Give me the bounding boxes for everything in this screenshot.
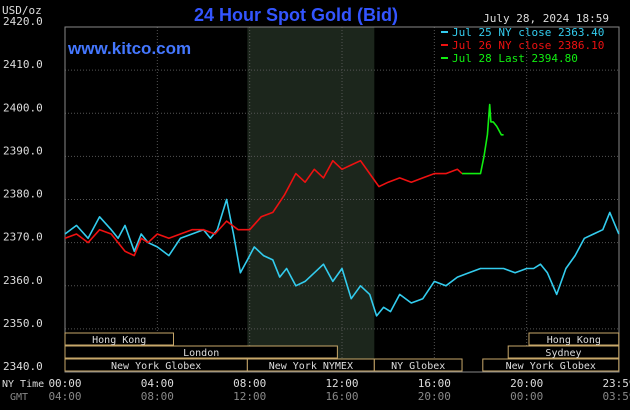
x-tick-label-gmt: 03:59 bbox=[602, 390, 630, 403]
legend-entry: Jul 26 NY close 2386.10 bbox=[452, 39, 604, 52]
x-tick-label-gmt: 20:00 bbox=[418, 390, 451, 403]
session-label: Sydney bbox=[545, 348, 581, 359]
gmt-row-label: GMT bbox=[10, 392, 28, 403]
x-tick-label-gmt: 00:00 bbox=[510, 390, 543, 403]
ny-time-row-label: NY Time bbox=[2, 379, 44, 390]
plot-frame bbox=[64, 26, 620, 373]
x-tick-label-ny: 20:00 bbox=[510, 377, 543, 390]
x-tick-label-ny: 23:59 bbox=[602, 377, 630, 390]
x-tick-label-gmt: 04:00 bbox=[48, 390, 81, 403]
x-tick-label-ny: 12:00 bbox=[325, 377, 358, 390]
market-sessions: Hong Kong London New York Globex New York N… bbox=[64, 332, 620, 372]
session-bar bbox=[373, 358, 463, 372]
y-tick-label: 2400.0 bbox=[3, 101, 43, 114]
y-tick-label: 2390.0 bbox=[3, 144, 43, 157]
series-layer bbox=[64, 103, 620, 317]
y-tick-label: 2370.0 bbox=[3, 231, 43, 244]
x-tick-label-ny: 16:00 bbox=[418, 377, 451, 390]
legend-entry: Jul 28 Last 2394.80 bbox=[452, 52, 578, 65]
session-label: NY Globex bbox=[391, 361, 445, 372]
series-line-2 bbox=[64, 159, 463, 257]
x-tick-label-ny: 08:00 bbox=[233, 377, 266, 390]
session-bar bbox=[64, 345, 338, 359]
y-tick-label: 2340.0 bbox=[3, 360, 43, 373]
y-tick-label: 2420.0 bbox=[3, 15, 43, 28]
session-label: New York NYMEX bbox=[269, 361, 353, 372]
session-label: London bbox=[183, 348, 219, 359]
x-tick-label-gmt: 08:00 bbox=[141, 390, 174, 403]
axes bbox=[64, 26, 620, 373]
session-label: Hong Kong bbox=[92, 335, 146, 346]
session-bar bbox=[507, 345, 620, 359]
legend-entry: Jul 25 NY close 2363.40 bbox=[452, 26, 604, 39]
kitco-watermark: www.kitco.com bbox=[67, 39, 191, 58]
session-label: New York Globex bbox=[506, 361, 596, 372]
x-tick-label-ny: 04:00 bbox=[141, 377, 174, 390]
session-bar bbox=[528, 332, 620, 346]
session-label: Hong Kong bbox=[547, 335, 601, 346]
session-bar bbox=[64, 332, 174, 346]
series-line-3 bbox=[462, 103, 504, 175]
chart-timestamp: July 28, 2024 18:59 bbox=[483, 12, 609, 25]
y-tick-label: 2380.0 bbox=[3, 188, 43, 201]
y-tick-label: 2350.0 bbox=[3, 317, 43, 330]
series-line-1 bbox=[64, 198, 620, 317]
session-label: New York Globex bbox=[111, 361, 201, 372]
x-tick-label-gmt: 12:00 bbox=[233, 390, 266, 403]
x-tick-label-ny: 00:00 bbox=[48, 377, 81, 390]
y-axis-unit-label: USD/oz bbox=[2, 4, 42, 17]
session-bar bbox=[482, 358, 620, 372]
y-tick-label: 2410.0 bbox=[3, 58, 43, 71]
x-tick-label-gmt: 16:00 bbox=[325, 390, 358, 403]
chart-title: 24 Hour Spot Gold (Bid) bbox=[194, 5, 398, 25]
chart-text: USD/oz 24 Hour Spot Gold (Bid) www.kitco… bbox=[2, 4, 609, 403]
y-tick-label: 2360.0 bbox=[3, 274, 43, 287]
